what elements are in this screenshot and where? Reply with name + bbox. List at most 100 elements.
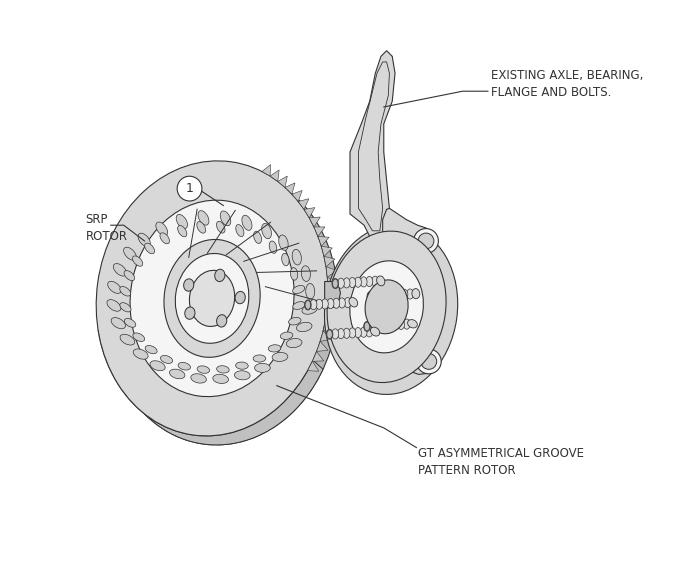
Ellipse shape: [108, 282, 121, 293]
Polygon shape: [314, 227, 325, 236]
Text: GT ASYMMETRICAL GROOVE
PATTERN ROTOR: GT ASYMMETRICAL GROOVE PATTERN ROTOR: [418, 446, 584, 477]
Ellipse shape: [253, 355, 266, 362]
Polygon shape: [326, 310, 336, 320]
Ellipse shape: [370, 321, 376, 331]
Ellipse shape: [185, 307, 195, 319]
Ellipse shape: [156, 222, 167, 236]
Ellipse shape: [234, 371, 250, 380]
Ellipse shape: [343, 328, 350, 338]
Polygon shape: [327, 299, 337, 310]
Ellipse shape: [349, 278, 356, 288]
Polygon shape: [307, 361, 318, 371]
Ellipse shape: [316, 299, 323, 309]
Ellipse shape: [235, 292, 245, 303]
Ellipse shape: [326, 329, 333, 339]
Ellipse shape: [176, 215, 188, 229]
Ellipse shape: [292, 249, 302, 265]
Ellipse shape: [360, 327, 367, 337]
Ellipse shape: [242, 215, 252, 230]
Ellipse shape: [220, 211, 231, 226]
Polygon shape: [309, 217, 321, 227]
Ellipse shape: [360, 277, 367, 287]
Ellipse shape: [288, 318, 301, 325]
Ellipse shape: [384, 291, 391, 301]
Ellipse shape: [120, 287, 131, 296]
Ellipse shape: [364, 322, 370, 331]
Circle shape: [177, 176, 202, 201]
Ellipse shape: [107, 300, 121, 311]
Ellipse shape: [216, 315, 227, 327]
Ellipse shape: [145, 243, 155, 254]
Ellipse shape: [236, 362, 248, 369]
Ellipse shape: [138, 233, 150, 247]
Polygon shape: [278, 176, 287, 187]
Ellipse shape: [325, 225, 458, 395]
Ellipse shape: [111, 318, 125, 329]
Ellipse shape: [178, 363, 190, 370]
Ellipse shape: [160, 233, 169, 244]
Polygon shape: [316, 341, 328, 351]
Ellipse shape: [372, 276, 379, 287]
Ellipse shape: [377, 276, 385, 286]
Ellipse shape: [197, 222, 206, 233]
Ellipse shape: [403, 319, 410, 329]
Ellipse shape: [279, 235, 288, 251]
Ellipse shape: [337, 278, 344, 288]
Ellipse shape: [306, 283, 315, 299]
Ellipse shape: [355, 277, 361, 287]
Ellipse shape: [367, 291, 374, 301]
Ellipse shape: [339, 298, 345, 308]
Ellipse shape: [236, 225, 244, 236]
Ellipse shape: [337, 329, 344, 339]
Polygon shape: [383, 208, 435, 250]
Ellipse shape: [286, 338, 302, 348]
Polygon shape: [323, 320, 335, 331]
Ellipse shape: [191, 374, 206, 383]
Ellipse shape: [332, 329, 339, 339]
Ellipse shape: [327, 330, 332, 339]
Ellipse shape: [216, 366, 229, 373]
Ellipse shape: [164, 239, 260, 358]
Ellipse shape: [213, 374, 228, 383]
Ellipse shape: [268, 345, 281, 352]
Ellipse shape: [160, 355, 173, 363]
Ellipse shape: [401, 289, 408, 300]
Text: 1: 1: [186, 182, 193, 195]
Polygon shape: [312, 351, 323, 361]
Ellipse shape: [96, 161, 328, 436]
Ellipse shape: [407, 289, 414, 299]
Ellipse shape: [301, 266, 310, 282]
Ellipse shape: [381, 320, 387, 330]
Polygon shape: [328, 288, 338, 299]
Ellipse shape: [253, 231, 262, 243]
Ellipse shape: [333, 298, 340, 309]
Ellipse shape: [395, 289, 402, 300]
Ellipse shape: [198, 211, 209, 225]
Circle shape: [414, 229, 438, 253]
Ellipse shape: [365, 280, 408, 334]
Polygon shape: [379, 338, 438, 374]
Polygon shape: [292, 190, 302, 202]
Ellipse shape: [349, 328, 356, 338]
Ellipse shape: [255, 363, 270, 372]
Polygon shape: [321, 246, 332, 256]
Polygon shape: [328, 278, 338, 288]
Ellipse shape: [216, 221, 225, 233]
Ellipse shape: [183, 279, 194, 291]
Polygon shape: [325, 282, 340, 308]
Ellipse shape: [327, 231, 446, 382]
Ellipse shape: [132, 256, 143, 266]
Polygon shape: [98, 330, 323, 445]
Ellipse shape: [133, 333, 145, 342]
Ellipse shape: [368, 292, 373, 301]
Ellipse shape: [398, 319, 405, 329]
Ellipse shape: [190, 270, 235, 327]
Ellipse shape: [343, 278, 350, 288]
Ellipse shape: [215, 269, 225, 282]
Ellipse shape: [120, 334, 134, 345]
Ellipse shape: [280, 332, 293, 339]
Ellipse shape: [332, 279, 339, 289]
Ellipse shape: [375, 321, 382, 331]
Ellipse shape: [321, 299, 328, 309]
Ellipse shape: [290, 267, 298, 280]
